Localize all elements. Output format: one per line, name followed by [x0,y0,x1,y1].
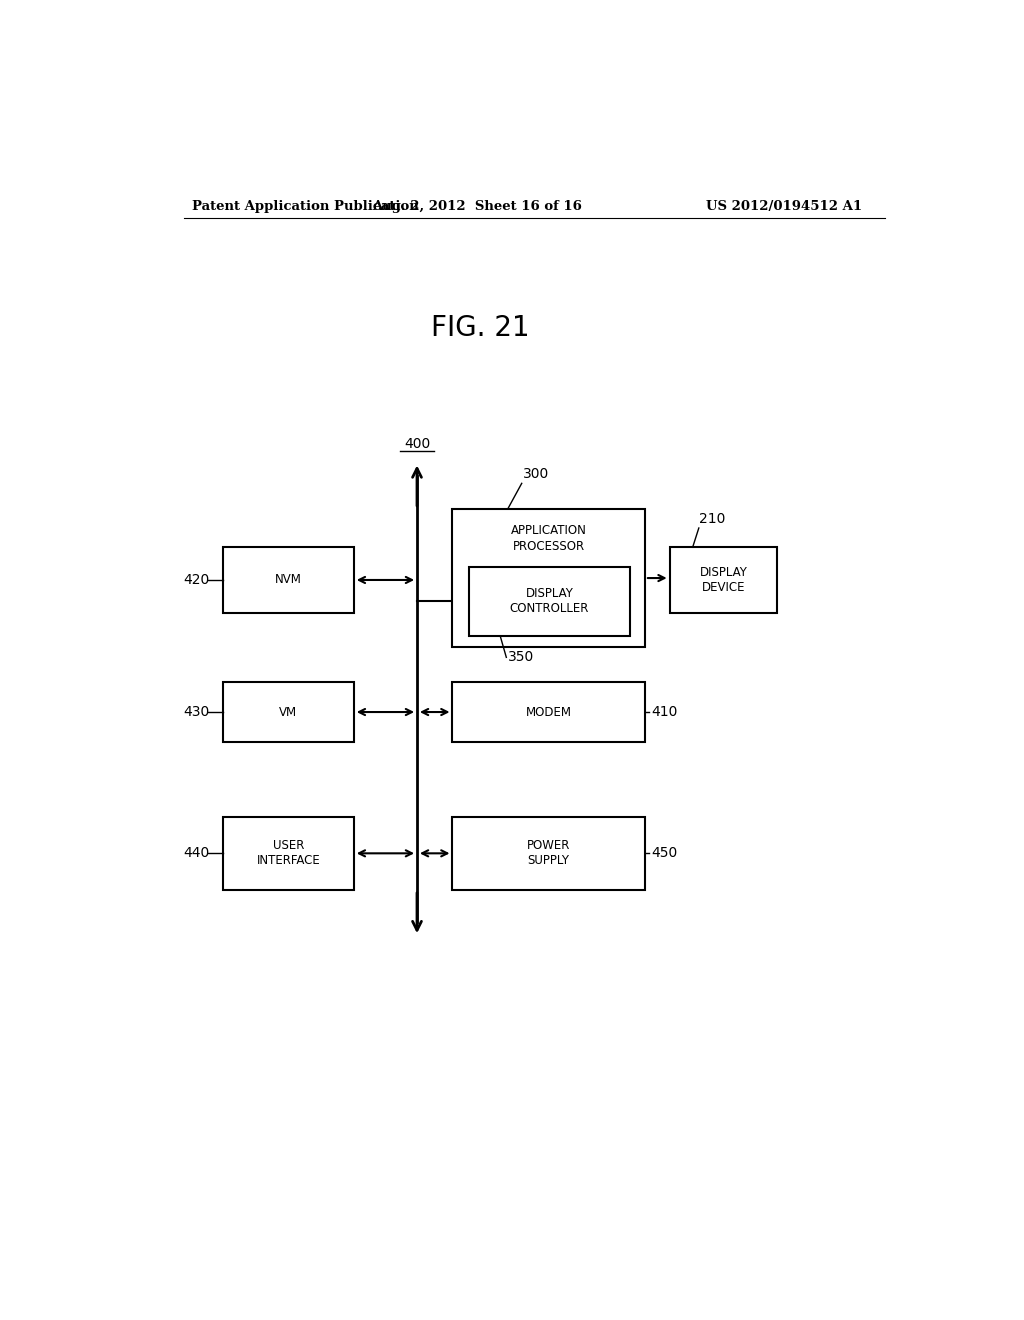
Bar [223,682,354,742]
Text: 430: 430 [183,705,209,719]
Text: 400: 400 [403,437,430,451]
Text: US 2012/0194512 A1: US 2012/0194512 A1 [706,199,862,213]
Text: VM: VM [280,705,298,718]
Text: USER
INTERFACE: USER INTERFACE [257,840,321,867]
Text: 420: 420 [183,573,209,587]
Text: NVM: NVM [275,573,302,586]
Bar [453,682,645,742]
Text: FIG. 21: FIG. 21 [431,314,529,342]
Bar [670,548,777,612]
Bar [453,817,645,890]
Text: 300: 300 [523,467,550,480]
Text: 350: 350 [508,651,535,664]
Text: 410: 410 [651,705,678,719]
Text: 440: 440 [183,846,209,861]
Text: POWER
SUPPLY: POWER SUPPLY [527,840,570,867]
Bar [223,817,354,890]
Text: DISPLAY
CONTROLLER: DISPLAY CONTROLLER [510,587,589,615]
Text: DISPLAY
DEVICE: DISPLAY DEVICE [699,566,748,594]
Bar [453,508,645,647]
Text: 210: 210 [698,512,725,525]
Text: APPLICATION
PROCESSOR: APPLICATION PROCESSOR [511,524,587,553]
Text: MODEM: MODEM [525,705,571,718]
Text: 450: 450 [651,846,677,861]
Text: Aug. 2, 2012  Sheet 16 of 16: Aug. 2, 2012 Sheet 16 of 16 [372,199,582,213]
Bar [469,566,630,636]
Bar [223,548,354,612]
Text: Patent Application Publication: Patent Application Publication [193,199,419,213]
